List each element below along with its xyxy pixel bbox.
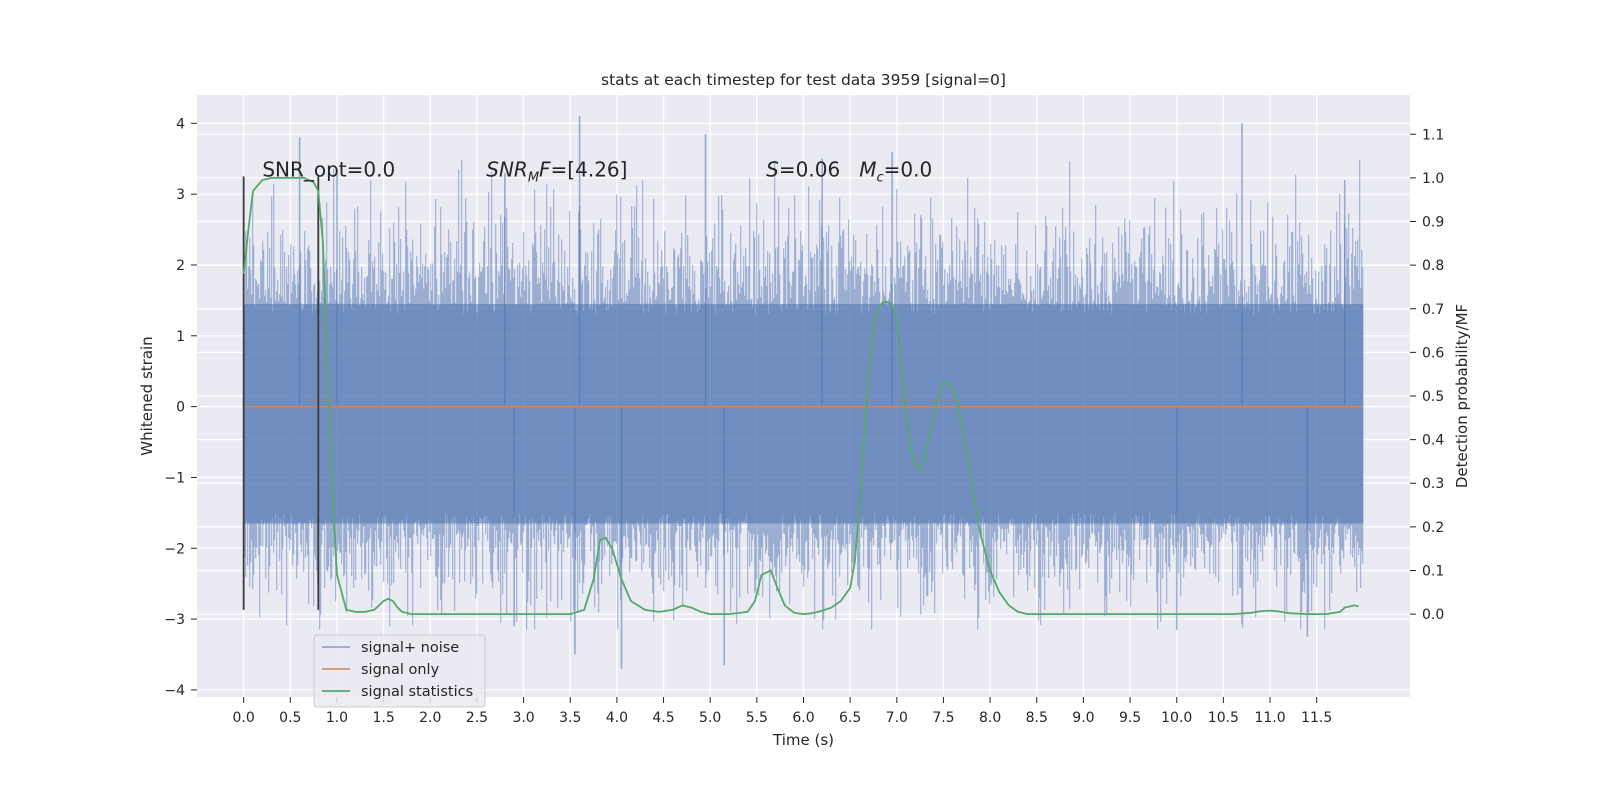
x-tick-label: 8.5 [1026, 710, 1048, 726]
x-tick-label: 2.5 [466, 710, 488, 726]
y-right-tick-label: 0.7 [1422, 302, 1444, 318]
annotation-part: c [877, 170, 884, 185]
legend-label-signal-noise: signal+ noise [361, 640, 459, 656]
y-tick-label: −3 [164, 612, 185, 628]
y-right-tick-label: 0.6 [1422, 345, 1444, 361]
y-tick-label: 0 [176, 400, 185, 416]
legend-box [313, 634, 486, 708]
x-tick-label: 4.0 [606, 710, 628, 726]
x-tick-label: 0.5 [279, 710, 301, 726]
y-right-tick-label: 0.5 [1422, 389, 1444, 405]
x-tick-label: 9.0 [1072, 710, 1094, 726]
x-tick-label: 5.0 [699, 710, 721, 726]
annotation-snr-opt: SNR_opt=0.0 [262, 157, 395, 181]
x-tick-label: 11.5 [1301, 710, 1332, 726]
x-tick-label: 4.5 [652, 710, 674, 726]
x-tick-label: 1.0 [326, 710, 348, 726]
annotation-part: S [766, 157, 779, 181]
x-axis-label: Time (s) [772, 731, 834, 749]
annotation-part: M [528, 170, 539, 185]
annotation-part: =0.06 [779, 157, 859, 181]
annotation-part: SNR [486, 157, 528, 181]
x-tick-label: 6.0 [792, 710, 814, 726]
y-right-tick-label: 0.4 [1422, 433, 1444, 449]
y-tick-label: 1 [176, 329, 185, 345]
axes: 0.0 0.5 1.0 1.5 2.0 2.5 3.0 3.5 4.0 4.5 5.0 5.5 6.0 6… [164, 116, 1444, 726]
y-right-axis-label: Detection probability/MF [1453, 304, 1471, 488]
y-right-tick-label: 0.1 [1422, 563, 1444, 579]
annotations: SNR_opt=0.0 SNRMF=[4.26] S=0.06 Mc=0.0 [262, 157, 932, 185]
x-tick-label: 3.5 [559, 710, 581, 726]
y-right-tick-label: 0.3 [1422, 476, 1444, 492]
x-tick-label: 5.5 [746, 710, 768, 726]
y-tick-label: 2 [176, 258, 185, 274]
annotation-part: SNR_opt=0.0 [262, 157, 395, 181]
x-tick-label: 0.0 [233, 710, 255, 726]
annotation-part: F [539, 157, 551, 181]
annotation-s-mc: S=0.06 Mc=0.0 [766, 157, 932, 185]
x-tick-label: 7.0 [886, 710, 908, 726]
chart-title: stats at each timestep for test data 395… [601, 71, 1006, 89]
annotation-part: =[4.26] [551, 157, 628, 181]
annotation-part: =0.0 [884, 157, 933, 181]
y-axis-label: Whitened strain [138, 336, 156, 455]
y-right-tick-label: 0.0 [1422, 607, 1444, 623]
series-layer [242, 116, 1364, 669]
legend-label-signal-statistics: signal statistics [361, 684, 473, 700]
x-tick-label: 10.0 [1161, 710, 1192, 726]
y-right-tick-label: 1.0 [1422, 171, 1444, 187]
x-tick-label: 9.5 [1119, 710, 1141, 726]
x-tick-label: 7.5 [932, 710, 954, 726]
annotation-snr-mf: SNRMF=[4.26] [486, 157, 627, 185]
y-tick-label: 4 [176, 116, 185, 132]
x-tick-label: 10.5 [1208, 710, 1239, 726]
y-right-tick-label: 0.8 [1422, 258, 1444, 274]
x-tick-label: 11.0 [1254, 710, 1285, 726]
y-right-tick-label: 0.9 [1422, 215, 1444, 231]
x-tick-label: 3.0 [512, 710, 534, 726]
x-tick-label: 6.5 [839, 710, 861, 726]
legend-label-signal-only: signal only [361, 662, 440, 678]
signal-noise-peaks [298, 116, 1346, 669]
legend: signal+ noise signal only signal statist… [313, 634, 486, 708]
annotation-part: M [859, 157, 876, 181]
x-tick-label: 1.5 [372, 710, 394, 726]
x-tick-label: 2.0 [419, 710, 441, 726]
y-tick-label: −2 [164, 541, 185, 557]
y-right-tick-label: 0.2 [1422, 520, 1444, 536]
y-right-tick-label: 1.1 [1422, 127, 1444, 143]
y-tick-label: −4 [164, 683, 185, 699]
y-tick-label: 3 [176, 187, 185, 203]
x-tick-label: 8.0 [979, 710, 1001, 726]
signal-statistics-line [242, 176, 1359, 616]
y-tick-label: −1 [164, 470, 185, 486]
